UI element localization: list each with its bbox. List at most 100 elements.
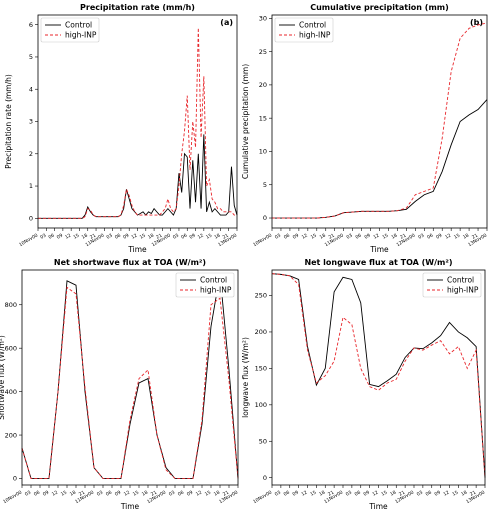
x-tick-label: 21 (328, 233, 336, 241)
series-line (38, 27, 237, 219)
x-tick-label: 03 (172, 233, 180, 241)
x-tick-label: 18 (147, 233, 155, 241)
x-tick-label: 03 (345, 490, 353, 498)
x-tick-label: 03 (96, 490, 104, 498)
x-tick-label: 06 (283, 490, 291, 498)
panel: Cumulative precipitation (mm) (b) 0 5 10 15 20… (241, 3, 488, 254)
y-tick-label: 50 (259, 437, 267, 445)
x-tick-label: 11Nov00 (323, 489, 344, 505)
x-tick-label: 06 (48, 233, 56, 241)
x-tick-label: 03 (274, 233, 282, 241)
x-tick-label: 03 (416, 490, 424, 498)
x-tick-label: 09 (363, 490, 371, 498)
x-tick-label: 15 (453, 233, 461, 241)
x-tick-label: 13Nov00 (465, 489, 486, 505)
x-tick-label: 15 (381, 233, 389, 241)
legend-box (422, 272, 482, 298)
x-tick-label: 09 (114, 490, 122, 498)
y-tick-label: 25 (259, 48, 267, 56)
x-tick-label: 12Nov00 (146, 489, 167, 505)
series-line (21, 286, 239, 479)
y-tick-label: 2 (29, 150, 33, 158)
x-tick-label: 18 (318, 490, 326, 498)
x-tick-label: 10Nov00 (252, 232, 273, 248)
y-tick-label: 0 (13, 475, 17, 483)
x-tick-label: 12 (371, 490, 379, 498)
legend-label: high-INP (447, 286, 479, 295)
y-tick-label: 0 (29, 215, 33, 223)
y-tick-label: 0 (263, 474, 267, 482)
legend-label: Control (200, 276, 227, 285)
x-tick-label: 06 (105, 490, 113, 498)
legend-box (175, 272, 235, 298)
x-tick-label: 10Nov00 (2, 489, 23, 505)
x-tick-label: 09 (292, 233, 300, 241)
x-tick-label: 06 (426, 233, 434, 241)
plot-frame (271, 14, 488, 229)
x-tick-label: 03 (106, 233, 114, 241)
x-tick-label: 06 (177, 490, 185, 498)
x-tick-label: 06 (425, 490, 433, 498)
x-tick-label: 12 (300, 490, 308, 498)
x-tick-label: 03 (346, 233, 354, 241)
x-tick-label: 12 (130, 233, 138, 241)
x-tick-label: 03 (24, 490, 32, 498)
panel-title: Precipitation rate (mm/h) (80, 3, 195, 12)
y-tick-label: 15 (259, 114, 267, 122)
x-tick-label: 12 (372, 233, 380, 241)
x-tick-label: 09 (188, 233, 196, 241)
y-tick-label: 250 (255, 292, 267, 300)
y-tick-label: 200 (255, 328, 267, 336)
x-tick-label: 15 (139, 233, 147, 241)
x-tick-label: 12 (442, 490, 450, 498)
x-tick-label: 18 (462, 233, 470, 241)
x-tick-label: 09 (122, 233, 130, 241)
x-tick-label: 21 (471, 233, 479, 241)
y-tick-label: 100 (255, 401, 267, 409)
x-tick-label: 09 (56, 233, 64, 241)
x-tick-label: 21 (398, 490, 406, 498)
y-tick-label: 5 (29, 53, 33, 61)
x-tick-label: 09 (363, 233, 371, 241)
plot-frame (37, 14, 238, 229)
x-tick-label: 06 (114, 233, 122, 241)
panel-label: (b) (470, 18, 483, 27)
x-tick-label: 12 (51, 490, 59, 498)
x-tick-label: 21 (327, 490, 335, 498)
legend-label: high-INP (200, 286, 232, 295)
y-tick-label: 6 (29, 21, 33, 29)
y-tick-label: 5 (263, 181, 267, 189)
x-tick-label: 21 (155, 233, 163, 241)
x-tick-label: 15 (380, 490, 388, 498)
y-tick-label: 800 (5, 301, 17, 309)
x-tick-label: 18 (390, 233, 398, 241)
y-tick-label: 30 (259, 15, 267, 23)
y-tick-label: 3 (29, 118, 33, 126)
y-tick-label: 400 (5, 388, 17, 396)
x-tick-label: 12 (444, 233, 452, 241)
x-tick-label: 09 (435, 233, 443, 241)
panel: Precipitation rate (mm/h)(a)012345610Nov… (4, 3, 238, 254)
x-tick-label: 18 (213, 233, 221, 241)
series-line (271, 273, 486, 478)
y-axis-label: Cumulative precipitation (mm) (241, 64, 250, 179)
x-tick-label: 13Nov00 (218, 489, 239, 505)
x-tick-label: 12Nov00 (394, 489, 415, 505)
y-tick-label: 150 (255, 365, 267, 373)
y-tick-label: 0 (263, 214, 267, 222)
series-line (271, 273, 486, 478)
x-tick-label: 12 (301, 233, 309, 241)
x-tick-label: 21 (150, 490, 158, 498)
x-tick-label: 18 (141, 490, 149, 498)
panel-title: Cumulative precipitation (mm) (310, 3, 449, 12)
legend-label: Control (65, 21, 92, 30)
panel-title: Net longwave flux at TOA (W/m²) (304, 258, 452, 267)
x-tick-label: 11Nov00 (74, 489, 95, 505)
x-tick-label: 09 (292, 490, 300, 498)
x-tick-label: 12 (123, 490, 131, 498)
